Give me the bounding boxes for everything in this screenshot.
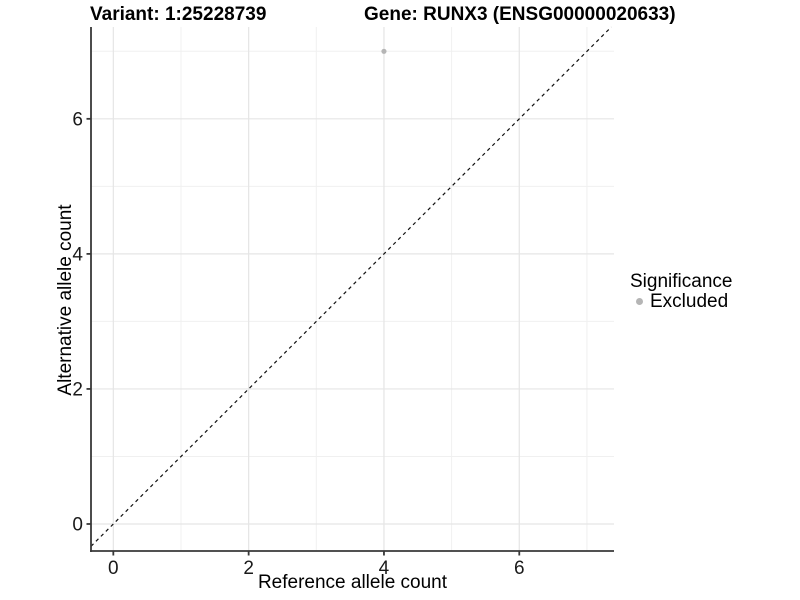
legend-key-point-icon <box>636 298 643 305</box>
y-tick-label: 6 <box>72 109 83 130</box>
y-axis-title: Alternative allele count <box>55 204 76 396</box>
data-point <box>381 48 387 54</box>
x-axis-title: Reference allele count <box>257 572 448 593</box>
plot-title-gene: Gene: RUNX3 (ENSG00000020633) <box>364 4 676 25</box>
plot-title-variant: Variant: 1:25228739 <box>90 4 267 25</box>
x-tick-label: 6 <box>514 558 525 579</box>
identity-line <box>90 26 612 547</box>
x-tick-label: 4 <box>379 558 390 579</box>
y-tick-label: 4 <box>72 244 83 265</box>
legend-item-excluded: Excluded <box>636 290 729 312</box>
x-tick-label: 2 <box>243 558 254 579</box>
y-tick-label: 0 <box>72 514 83 535</box>
y-tick-label: 2 <box>72 379 83 400</box>
legend-title: Significance <box>630 271 733 292</box>
x-tick-label: 0 <box>108 558 119 579</box>
legend-item-label: Excluded <box>650 290 729 312</box>
